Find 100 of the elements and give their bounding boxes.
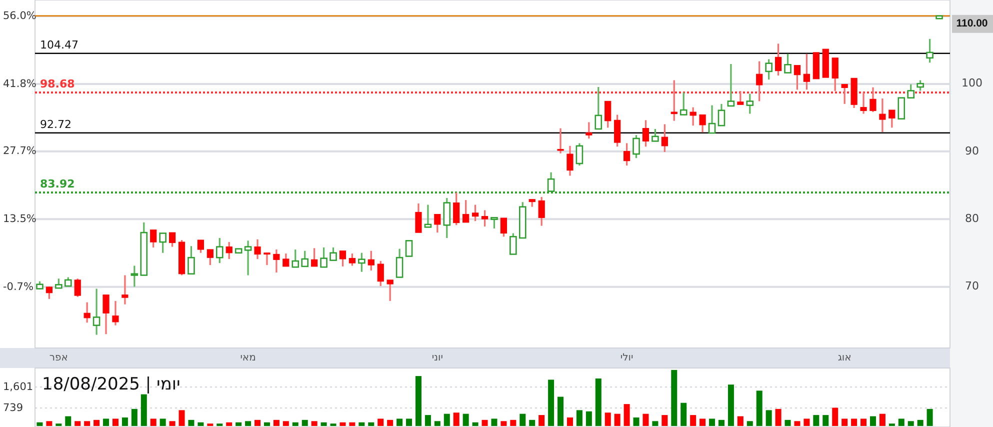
candlestick	[765, 58, 772, 80]
candlestick	[737, 90, 744, 106]
bar	[633, 417, 640, 426]
bar	[851, 418, 858, 426]
bar	[538, 415, 545, 426]
bar	[65, 416, 72, 426]
y2-tick-label: 100	[962, 76, 982, 90]
bar	[264, 422, 270, 426]
candlestick	[870, 86, 876, 113]
bar	[728, 384, 734, 426]
y-tick-label: 739	[3, 402, 24, 414]
bar	[245, 421, 252, 426]
bar	[311, 421, 318, 426]
candlestick	[727, 63, 735, 107]
candlestick	[330, 246, 337, 262]
y-tick-label: 56.0%	[3, 10, 36, 22]
bar	[548, 380, 554, 426]
candlestick	[784, 53, 792, 74]
bar	[292, 422, 298, 426]
candlestick	[642, 119, 650, 148]
candlestick	[386, 279, 394, 302]
bar	[662, 415, 668, 426]
bar	[917, 420, 924, 426]
candlestick	[803, 53, 810, 91]
bar	[908, 421, 914, 426]
bar	[784, 420, 791, 426]
bar	[529, 420, 536, 426]
bar	[415, 376, 422, 426]
candlestick	[623, 142, 630, 166]
bar	[756, 390, 762, 426]
bar	[842, 418, 848, 426]
candlestick	[168, 232, 176, 248]
bar	[226, 422, 232, 426]
candlestick	[774, 42, 782, 76]
bar	[122, 417, 128, 426]
candlestick	[377, 260, 384, 287]
candlestick	[453, 192, 460, 226]
bar	[198, 422, 204, 426]
bar	[378, 418, 384, 426]
bar	[520, 414, 526, 426]
bar	[604, 412, 611, 426]
ref-line-label: 83.92	[40, 177, 75, 190]
candlestick	[462, 199, 470, 224]
x-tick-label: אפר	[49, 352, 68, 364]
candlestick	[794, 64, 801, 91]
candlestick	[586, 121, 592, 140]
bar	[595, 378, 602, 426]
bar	[690, 415, 696, 426]
bar	[558, 396, 564, 426]
bar	[36, 422, 43, 426]
candlestick	[254, 238, 261, 260]
bar	[804, 418, 810, 426]
bar	[282, 421, 289, 426]
bar	[642, 414, 649, 426]
candlestick	[358, 252, 366, 273]
bar	[320, 422, 327, 426]
candlestick	[652, 128, 659, 142]
candlestick	[339, 250, 346, 268]
bar	[700, 418, 706, 426]
bar	[84, 421, 90, 426]
bar	[349, 422, 356, 426]
candlestick	[860, 92, 867, 115]
candlestick	[879, 98, 886, 133]
candlestick	[102, 294, 110, 335]
candlestick	[841, 83, 848, 105]
bar	[462, 414, 469, 426]
bar	[188, 420, 194, 426]
y2-tick-label: 70	[965, 280, 979, 293]
bar	[766, 410, 772, 426]
candlestick	[244, 240, 252, 276]
ref-line-label: 98.68	[40, 78, 75, 91]
bar	[566, 417, 573, 426]
candlestick	[718, 103, 726, 126]
bar	[472, 422, 478, 426]
candlestick	[746, 92, 754, 115]
ref-line-label: 104.47	[40, 38, 78, 52]
y-tick-label: 27.7%	[3, 145, 36, 158]
bar	[340, 422, 346, 426]
bar	[671, 370, 678, 426]
bar	[74, 421, 81, 426]
candlestick	[670, 79, 678, 122]
candlestick	[424, 204, 432, 228]
ref-line-label: 92.72	[40, 118, 72, 131]
bar	[482, 420, 488, 426]
candlestick	[538, 196, 545, 227]
candlestick	[434, 213, 441, 234]
bar	[131, 408, 138, 426]
bar	[879, 414, 886, 426]
candlestick	[130, 264, 138, 288]
bar	[586, 411, 592, 426]
bar	[926, 408, 933, 426]
candlestick	[481, 209, 488, 228]
bar	[898, 418, 904, 426]
candlestick	[699, 114, 706, 134]
candlestick	[273, 248, 280, 274]
bar	[396, 418, 403, 426]
candlestick	[500, 217, 508, 238]
candlestick	[472, 204, 479, 222]
bar	[614, 414, 620, 426]
bar	[46, 421, 52, 426]
